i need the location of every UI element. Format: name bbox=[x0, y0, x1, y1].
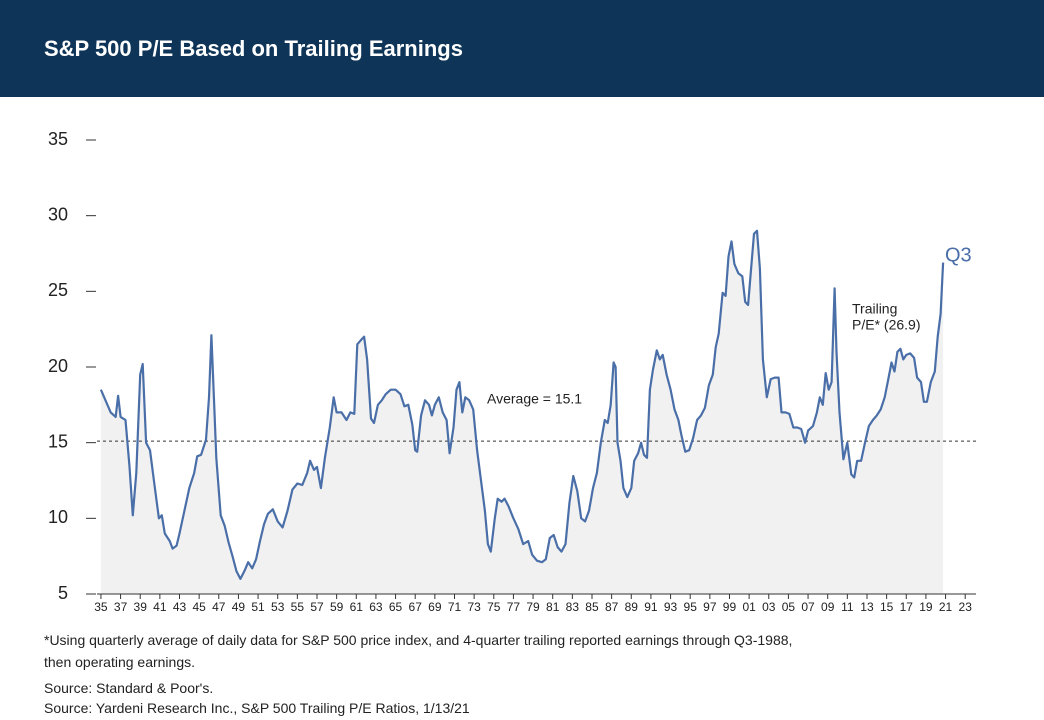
x-tick-label: 79 bbox=[526, 600, 540, 614]
chart-title: S&P 500 P/E Based on Trailing Earnings bbox=[44, 36, 463, 61]
x-tick-label: 57 bbox=[310, 600, 324, 614]
x-tick-label: 81 bbox=[546, 600, 560, 614]
x-tick-label: 89 bbox=[625, 600, 639, 614]
footnote: *Using quarterly average of daily data f… bbox=[44, 632, 793, 648]
x-tick-label: 55 bbox=[291, 600, 305, 614]
y-tick-label: 20 bbox=[48, 356, 68, 376]
x-tick-label: 93 bbox=[664, 600, 678, 614]
footnote: Source: Standard & Poor's. bbox=[44, 680, 214, 696]
x-tick-label: 05 bbox=[782, 600, 796, 614]
x-tick-label: 87 bbox=[605, 600, 619, 614]
x-tick-label: 19 bbox=[919, 600, 933, 614]
x-tick-label: 21 bbox=[939, 600, 953, 614]
x-tick-label: 13 bbox=[860, 600, 874, 614]
annotation: Trailing bbox=[852, 301, 897, 317]
x-tick-label: 83 bbox=[566, 600, 580, 614]
x-tick-label: 99 bbox=[723, 600, 737, 614]
x-tick-label: 01 bbox=[742, 600, 756, 614]
x-tick-label: 07 bbox=[801, 600, 815, 614]
annotation: P/E* (26.9) bbox=[852, 317, 920, 333]
x-tick-label: 97 bbox=[703, 600, 717, 614]
x-tick-label: 45 bbox=[192, 600, 206, 614]
area bbox=[100, 230, 944, 595]
x-tick-label: 15 bbox=[880, 600, 894, 614]
x-tick-label: 23 bbox=[959, 600, 973, 614]
average-label: Average = 15.1 bbox=[487, 391, 582, 407]
x-tick-label: 91 bbox=[644, 600, 658, 614]
x-tick-label: 03 bbox=[762, 600, 776, 614]
x-tick-label: 71 bbox=[448, 600, 462, 614]
chart: 5 10 15 20 25 30 35 35 37 39 41 43 45 47 49 51 53 55 57 59 6… bbox=[48, 129, 976, 614]
y-tick-label: 5 bbox=[58, 583, 68, 603]
x-tick-label: 61 bbox=[350, 600, 364, 614]
x-tick-label: 67 bbox=[409, 600, 423, 614]
line bbox=[99, 229, 945, 580]
footnote: Source: Yardeni Research Inc., S&P 500 T… bbox=[44, 700, 470, 716]
footnote: then operating earnings. bbox=[44, 654, 195, 670]
y-tick-label: 25 bbox=[48, 280, 68, 300]
x-tick-label: 41 bbox=[153, 600, 167, 614]
x-tick-label: 75 bbox=[487, 600, 501, 614]
x-tick-label: 47 bbox=[212, 600, 226, 614]
y-tick-label: 35 bbox=[48, 129, 68, 149]
x-tick-label: 69 bbox=[428, 600, 442, 614]
x-tick-label: 73 bbox=[467, 600, 481, 614]
x-tick-label: 43 bbox=[173, 600, 187, 614]
x-tick-label: 37 bbox=[114, 600, 128, 614]
x-tick-label: 53 bbox=[271, 600, 285, 614]
x-tick-label: 35 bbox=[94, 600, 108, 614]
x-tick-label: 51 bbox=[251, 600, 265, 614]
y-tick-label: 15 bbox=[48, 431, 68, 451]
x-tick-label: 11 bbox=[841, 600, 854, 614]
x-tick-label: 77 bbox=[507, 600, 521, 614]
header: S&P 500 P/E Based on Trailing Earnings bbox=[0, 0, 1044, 97]
x-tick-label: 59 bbox=[330, 600, 344, 614]
x-tick-label: 39 bbox=[134, 600, 148, 614]
x-tick-label: 63 bbox=[369, 600, 383, 614]
x-tick-label: 85 bbox=[585, 600, 599, 614]
y-tick-label: 10 bbox=[48, 507, 68, 527]
y-tick-label: 30 bbox=[48, 204, 68, 224]
x-tick-label: 49 bbox=[232, 600, 246, 614]
x-tick-label: 17 bbox=[900, 600, 914, 614]
x-tick-label: 09 bbox=[821, 600, 835, 614]
annotation: Q3 bbox=[945, 244, 972, 266]
x-tick-label: 95 bbox=[684, 600, 698, 614]
x-tick-label: 65 bbox=[389, 600, 403, 614]
